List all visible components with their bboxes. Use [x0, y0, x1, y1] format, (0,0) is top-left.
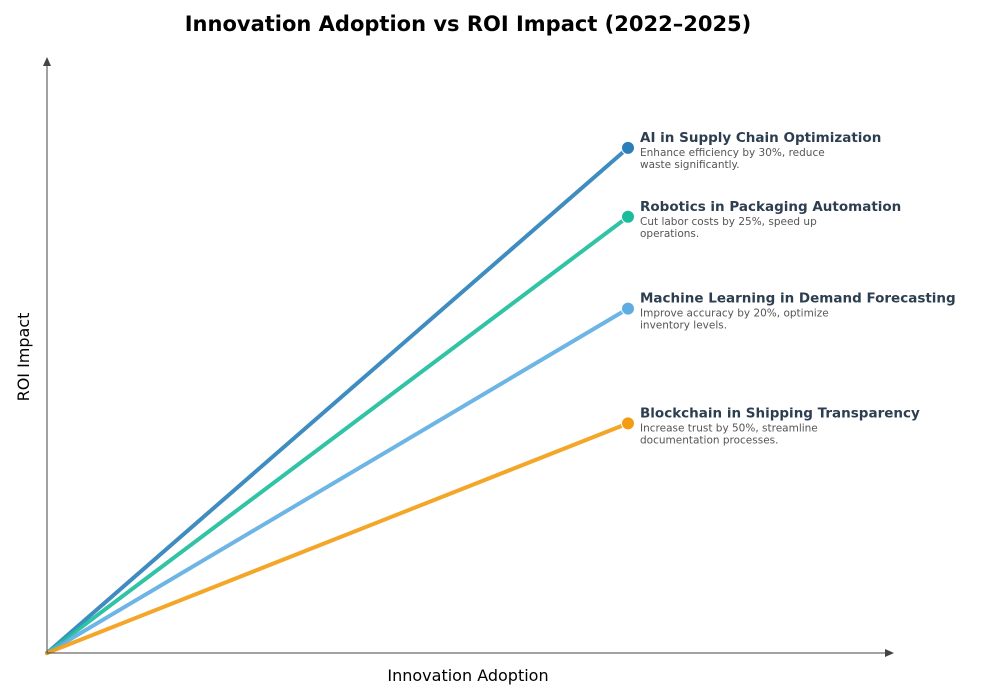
series-endpoint-robotics	[621, 209, 635, 224]
series-description-robotics-line-1: Cut labor costs by 25%, speed up	[640, 216, 817, 228]
x-axis-label: Innovation Adoption	[387, 666, 548, 685]
series-description-ai-line-1: Enhance efficiency by 30%, reduce	[640, 147, 825, 159]
series-line-blockchain	[45, 421, 630, 655]
series-label-blockchain: Blockchain in Shipping Transparency	[640, 405, 920, 421]
series-description-ml-line-1: Improve accuracy by 20%, optimize	[640, 308, 829, 320]
series-description-blockchain-line-2: documentation processes.	[640, 434, 778, 446]
series-line-ml	[45, 306, 630, 655]
series-endpoint-ai	[621, 140, 635, 155]
y-axis-label: ROI Impact	[14, 313, 33, 402]
series-line-robotics	[45, 214, 630, 655]
series-description-ai-line-2: waste significantly.	[640, 159, 740, 171]
series-label-ml: Machine Learning in Demand Forecasting	[640, 291, 956, 307]
series-endpoint-blockchain	[621, 416, 635, 431]
series-line-ai	[45, 145, 630, 655]
series-label-ai: AI in Supply Chain Optimization	[640, 130, 881, 146]
series-endpoint-ml	[621, 301, 635, 316]
chart-title: Innovation Adoption vs ROI Impact (2022–…	[185, 12, 752, 36]
series-description-ml-line-2: inventory levels.	[640, 320, 727, 332]
series-description-robotics-line-2: operations.	[640, 228, 699, 240]
series-description-blockchain-line-1: Increase trust by 50%, streamline	[640, 422, 818, 434]
series-label-robotics: Robotics in Packaging Automation	[640, 199, 901, 215]
